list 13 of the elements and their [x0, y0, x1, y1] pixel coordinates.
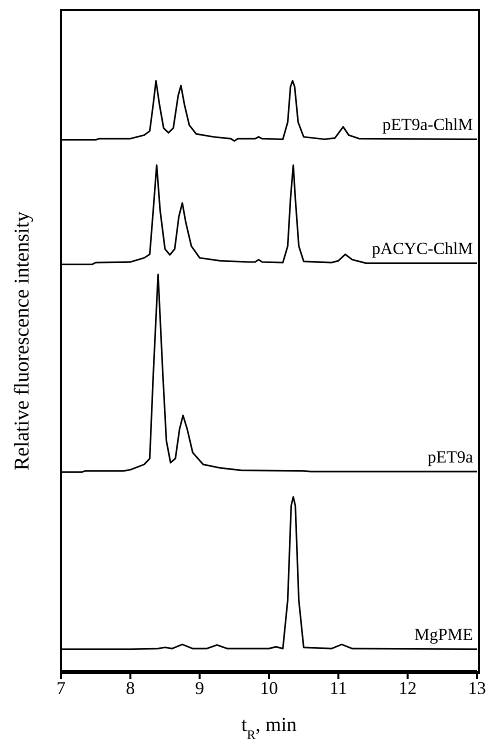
series-label: pET9a [428, 448, 474, 467]
x-tick-label: 12 [398, 678, 417, 698]
x-tick-label: 10 [260, 678, 278, 698]
series-label: pET9a-ChlM [382, 115, 473, 134]
x-tick-label: 9 [195, 678, 204, 698]
x-tick-label: 13 [468, 678, 486, 698]
x-tick-label: 11 [330, 678, 348, 698]
y-axis-title: Relative fluorescence intensity [10, 211, 34, 470]
x-axis-title: t$_{R}$, min [241, 714, 297, 742]
x-tick-label: 8 [126, 678, 135, 698]
x-tick-label: 7 [56, 678, 66, 698]
series-label: pACYC-ChlM [372, 239, 473, 258]
series-label: MgPME [414, 625, 473, 644]
